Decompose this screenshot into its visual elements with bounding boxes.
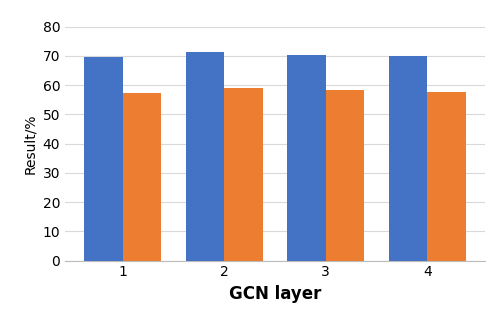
Bar [186, 52, 224, 261]
Bar [224, 88, 263, 261]
Bar [428, 92, 466, 261]
Bar [287, 55, 326, 261]
Bar [84, 57, 122, 261]
Bar [122, 93, 162, 261]
Bar [326, 90, 364, 261]
X-axis label: GCN layer: GCN layer [229, 285, 321, 303]
Bar [388, 56, 428, 261]
Legend: ACC, F1: ACC, F1 [230, 332, 320, 334]
Y-axis label: Result/%: Result/% [23, 113, 37, 174]
